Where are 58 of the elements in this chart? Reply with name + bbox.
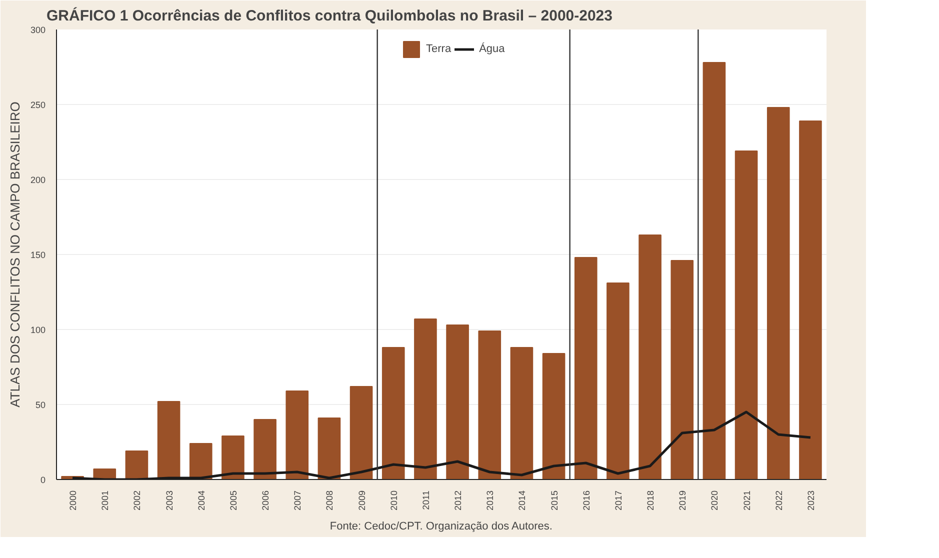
bar <box>414 318 437 480</box>
bar <box>286 390 309 480</box>
bar <box>638 234 662 480</box>
bar <box>350 386 373 480</box>
bar <box>766 107 790 480</box>
bar <box>222 436 244 480</box>
y-tick-label: 200 <box>30 175 46 185</box>
x-tick-label: 2011 <box>420 490 431 510</box>
x-tick-label: 2003 <box>164 490 174 511</box>
x-tick-label: 2013 <box>485 490 496 511</box>
x-tick-label: 2001 <box>100 490 110 511</box>
bar <box>254 419 276 480</box>
x-tick-label: 2016 <box>581 490 592 511</box>
bar <box>510 347 534 480</box>
x-tick-label: 2000 <box>68 490 78 511</box>
x-tick-label: 2018 <box>646 490 656 511</box>
x-tick-label: 2007 <box>292 490 303 511</box>
y-tick-label: 250 <box>30 100 46 110</box>
bar <box>189 443 212 480</box>
legend-label: Água <box>479 43 505 55</box>
bar <box>574 257 598 480</box>
bar <box>382 347 405 480</box>
bar <box>606 282 630 480</box>
y-tick-label: 0 <box>40 475 46 485</box>
source-note: Fonte: Cedoc/CPT. Organização dos Autores. <box>330 520 552 532</box>
bar <box>125 450 148 480</box>
y-tick-label: 300 <box>30 25 46 35</box>
bar <box>799 120 822 480</box>
bar <box>734 150 758 480</box>
bar <box>478 330 502 480</box>
bar <box>157 401 180 480</box>
x-tick-label: 2012 <box>453 490 464 511</box>
text: ATLAS DOS CONFLITOS NO CAMPO BRASILEIRO <box>8 102 22 408</box>
x-tick-label: 2004 <box>196 490 206 511</box>
x-tick-label: 2021 <box>742 490 752 511</box>
x-tick-label: 2009 <box>356 490 367 511</box>
x-tick-label: 2014 <box>517 490 528 511</box>
x-tick-label: 2019 <box>678 490 688 511</box>
bar <box>670 260 694 480</box>
bar <box>542 353 566 480</box>
bar <box>702 62 726 480</box>
x-tick-label: 2017 <box>613 490 624 511</box>
legend-label: Terra <box>426 43 452 55</box>
x-tick-label: 2010 <box>388 490 399 511</box>
x-tick-label: 2023 <box>806 490 816 511</box>
bar <box>318 418 341 480</box>
x-tick-label: 2008 <box>324 490 335 511</box>
x-tick-label: 2020 <box>710 490 720 511</box>
x-tick-label: 2006 <box>260 490 271 511</box>
x-tick-label: 2022 <box>774 490 784 511</box>
y-tick-label: 100 <box>30 325 46 335</box>
y-tick-label: 150 <box>30 250 46 260</box>
x-tick-label: 2015 <box>549 490 560 511</box>
x-tick-label: 2002 <box>132 490 142 511</box>
chart-title: GRÁFICO 1 Ocorrências de Conflitos contra Quilombolas no Brasil – 2000-2023 <box>46 6 612 24</box>
x-tick-label: 2005 <box>228 490 238 511</box>
y-tick-label: 50 <box>35 400 46 410</box>
bar <box>446 324 469 480</box>
